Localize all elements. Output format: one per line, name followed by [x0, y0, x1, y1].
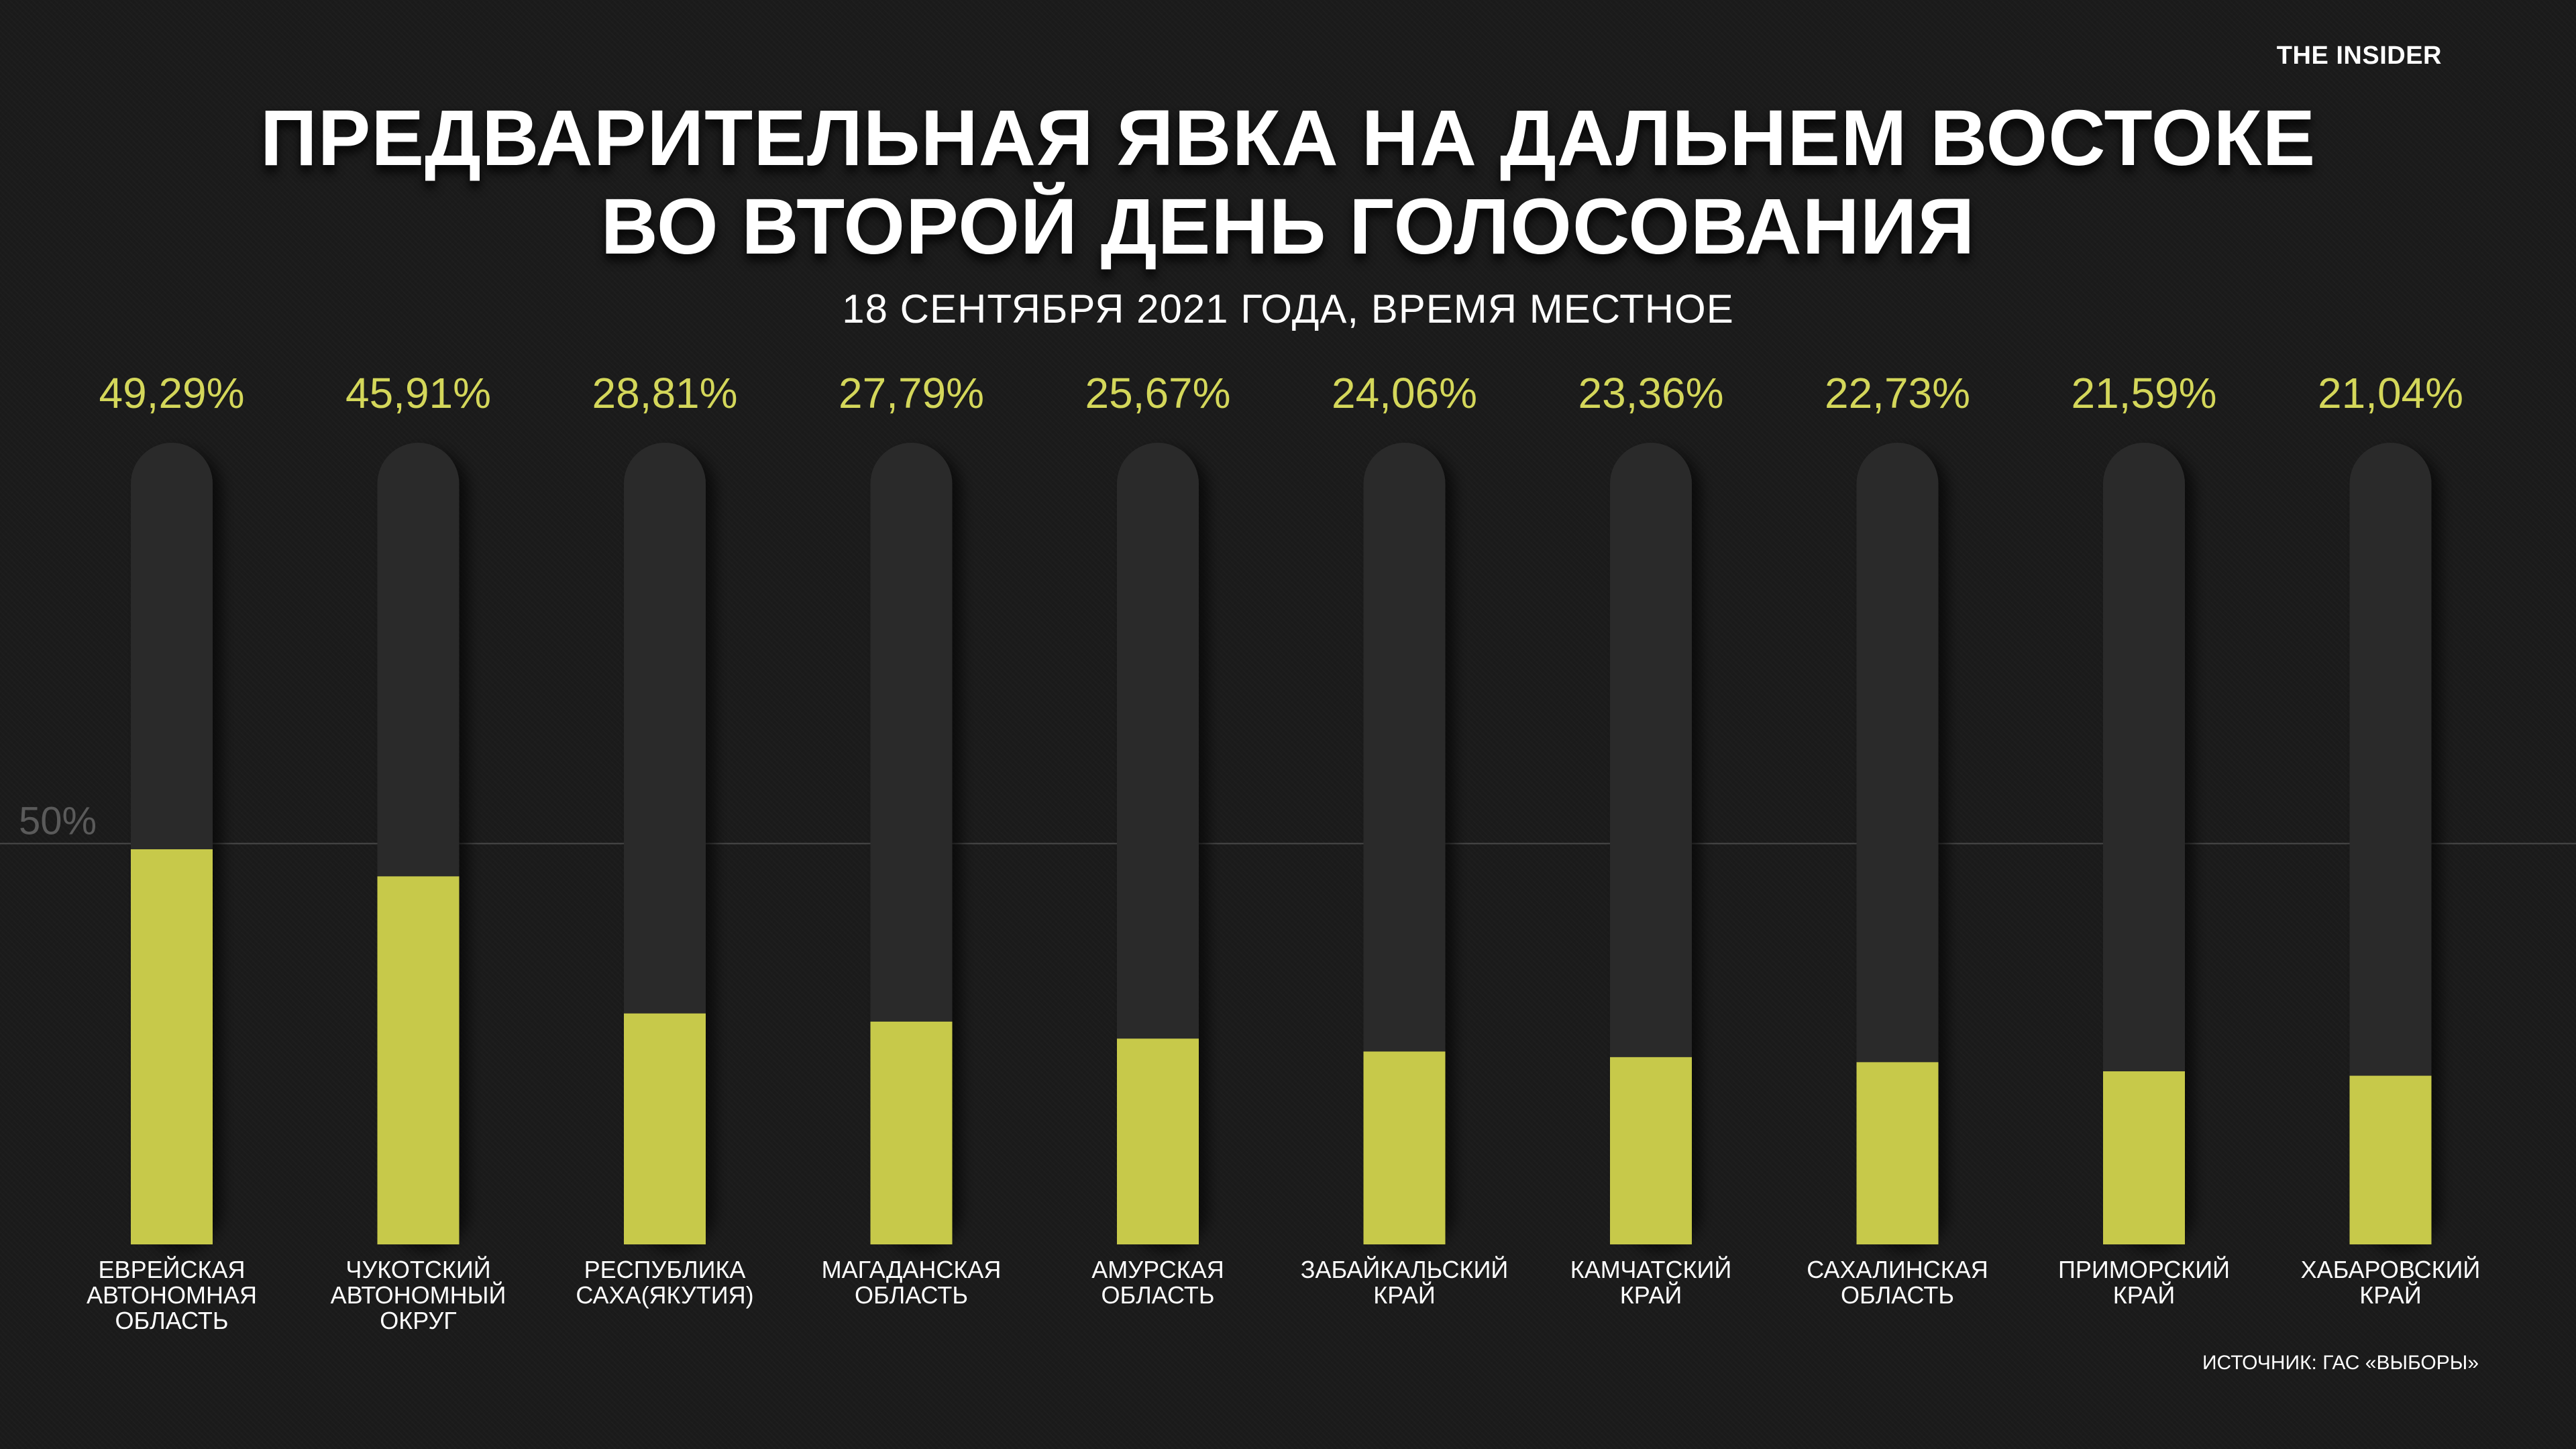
category-label: МАГАДАНСКАЯ ОБЛАСТЬ [822, 1256, 1002, 1309]
category-label-line: КРАЙ [2359, 1281, 2421, 1309]
chart-title-line-1: ПРЕДВАРИТЕЛЬНАЯ ЯВКА НА ДАЛЬНЕМ ВОСТОКЕ [260, 94, 2316, 182]
chart-title: ПРЕДВАРИТЕЛЬНАЯ ЯВКА НА ДАЛЬНЕМ ВОСТОКЕ … [0, 94, 2576, 271]
category-label: АМУРСКАЯ ОБЛАСТЬ [1091, 1256, 1224, 1309]
category-label: ЧУКОТСКИЙ АВТОНОМНЫЙ ОКРУГ [331, 1255, 506, 1334]
category-label-line: ЕВРЕЙСКАЯ [99, 1255, 246, 1283]
bar [2349, 1075, 2432, 1244]
bar-track [2349, 443, 2432, 1244]
category-label-line: РЕСПУБЛИКА [584, 1256, 746, 1283]
bar-value-label: 22,73% [1825, 369, 1970, 417]
category-label: ПРИМОРСКИЙ КРАЙ [2058, 1255, 2230, 1309]
bar-track [1856, 443, 1939, 1244]
bar-value-label: 45,91% [345, 369, 491, 417]
source-note: ИСТОЧНИК: ГАС «ВЫБОРЫ» [2202, 1352, 2479, 1374]
chart-subtitle: 18 СЕНТЯБРЯ 2021 ГОДА, ВРЕМЯ МЕСТНОЕ [842, 286, 1734, 331]
category-label-line: ОБЛАСТЬ [855, 1281, 968, 1309]
brand-logo-text: THE INSIDER [2276, 42, 2442, 70]
bar [131, 849, 213, 1244]
category-label-line: ОКРУГ [380, 1307, 457, 1334]
category-label-line: КРАЙ [1373, 1281, 1435, 1309]
bar [1363, 1051, 1446, 1244]
category-label-line: ЗАБАЙКАЛЬСКИЙ [1301, 1255, 1508, 1283]
bar-value-label: 24,06% [1332, 369, 1477, 417]
category-label-line: КРАЙ [2113, 1281, 2175, 1309]
category-label: ЕВРЕЙСКАЯ АВТОНОМНАЯ ОБЛАСТЬ [87, 1255, 257, 1334]
bar [1117, 1038, 1199, 1244]
category-label: ХАБАРОВСКИЙ КРАЙ [2301, 1255, 2481, 1309]
category-label-line: ПРИМОРСКИЙ [2058, 1255, 2230, 1283]
bar [377, 876, 460, 1244]
category-label-line: САХАЛИНСКАЯ [1807, 1256, 1988, 1283]
bar [1856, 1062, 1939, 1244]
bar [870, 1021, 953, 1244]
bar-value-label: 49,29% [99, 369, 244, 417]
bar-value-label: 23,36% [1578, 369, 1723, 417]
category-label-line: ОБЛАСТЬ [115, 1307, 229, 1334]
bars-layer: 49,29%ЕВРЕЙСКАЯ АВТОНОМНАЯ ОБЛАСТЬ45,91%ЧУ… [87, 369, 2480, 1334]
bar-value-label: 21,04% [2318, 369, 2463, 417]
category-label-line: ХАБАРОВСКИЙ [2301, 1255, 2481, 1283]
category-label-line: САХА(ЯКУТИЯ) [576, 1281, 753, 1309]
category-label-line: МАГАДАНСКАЯ [822, 1256, 1002, 1283]
category-label-line: ОБЛАСТЬ [1841, 1281, 1954, 1309]
bar-value-label: 25,67% [1085, 369, 1230, 417]
category-label: КАМЧАТСКИЙ КРАЙ [1570, 1255, 1731, 1309]
category-label: ЗАБАЙКАЛЬСКИЙ КРАЙ [1301, 1255, 1508, 1309]
bar-value-label: 28,81% [592, 369, 737, 417]
category-label: РЕСПУБЛИКА САХА(ЯКУТИЯ) [576, 1256, 753, 1309]
bar-value-label: 21,59% [2071, 369, 2216, 417]
chart-title-line-2: ВО ВТОРОЙ ДЕНЬ ГОЛОСОВАНИЯ [600, 182, 1976, 271]
category-label-line: АМУРСКАЯ [1091, 1256, 1224, 1283]
category-label-line: ОБЛАСТЬ [1102, 1281, 1215, 1309]
category-label-line: АВТОНОМНЫЙ [331, 1281, 506, 1309]
category-label-line: АВТОНОМНАЯ [87, 1281, 257, 1309]
category-label-line: КАМЧАТСКИЙ [1570, 1255, 1731, 1283]
bar [624, 1013, 706, 1244]
category-label-line: КРАЙ [1620, 1281, 1682, 1309]
category-label-line: ЧУКОТСКИЙ [345, 1255, 490, 1283]
category-label: САХАЛИНСКАЯ ОБЛАСТЬ [1807, 1256, 1988, 1309]
bar-value-label: 27,79% [839, 369, 984, 417]
bar [2103, 1071, 2185, 1244]
bar [1610, 1057, 1692, 1244]
bar-track [1610, 443, 1692, 1244]
bar-track [1363, 443, 1446, 1244]
bar-track [2103, 443, 2185, 1244]
reference-line-label: 50% [19, 800, 97, 843]
